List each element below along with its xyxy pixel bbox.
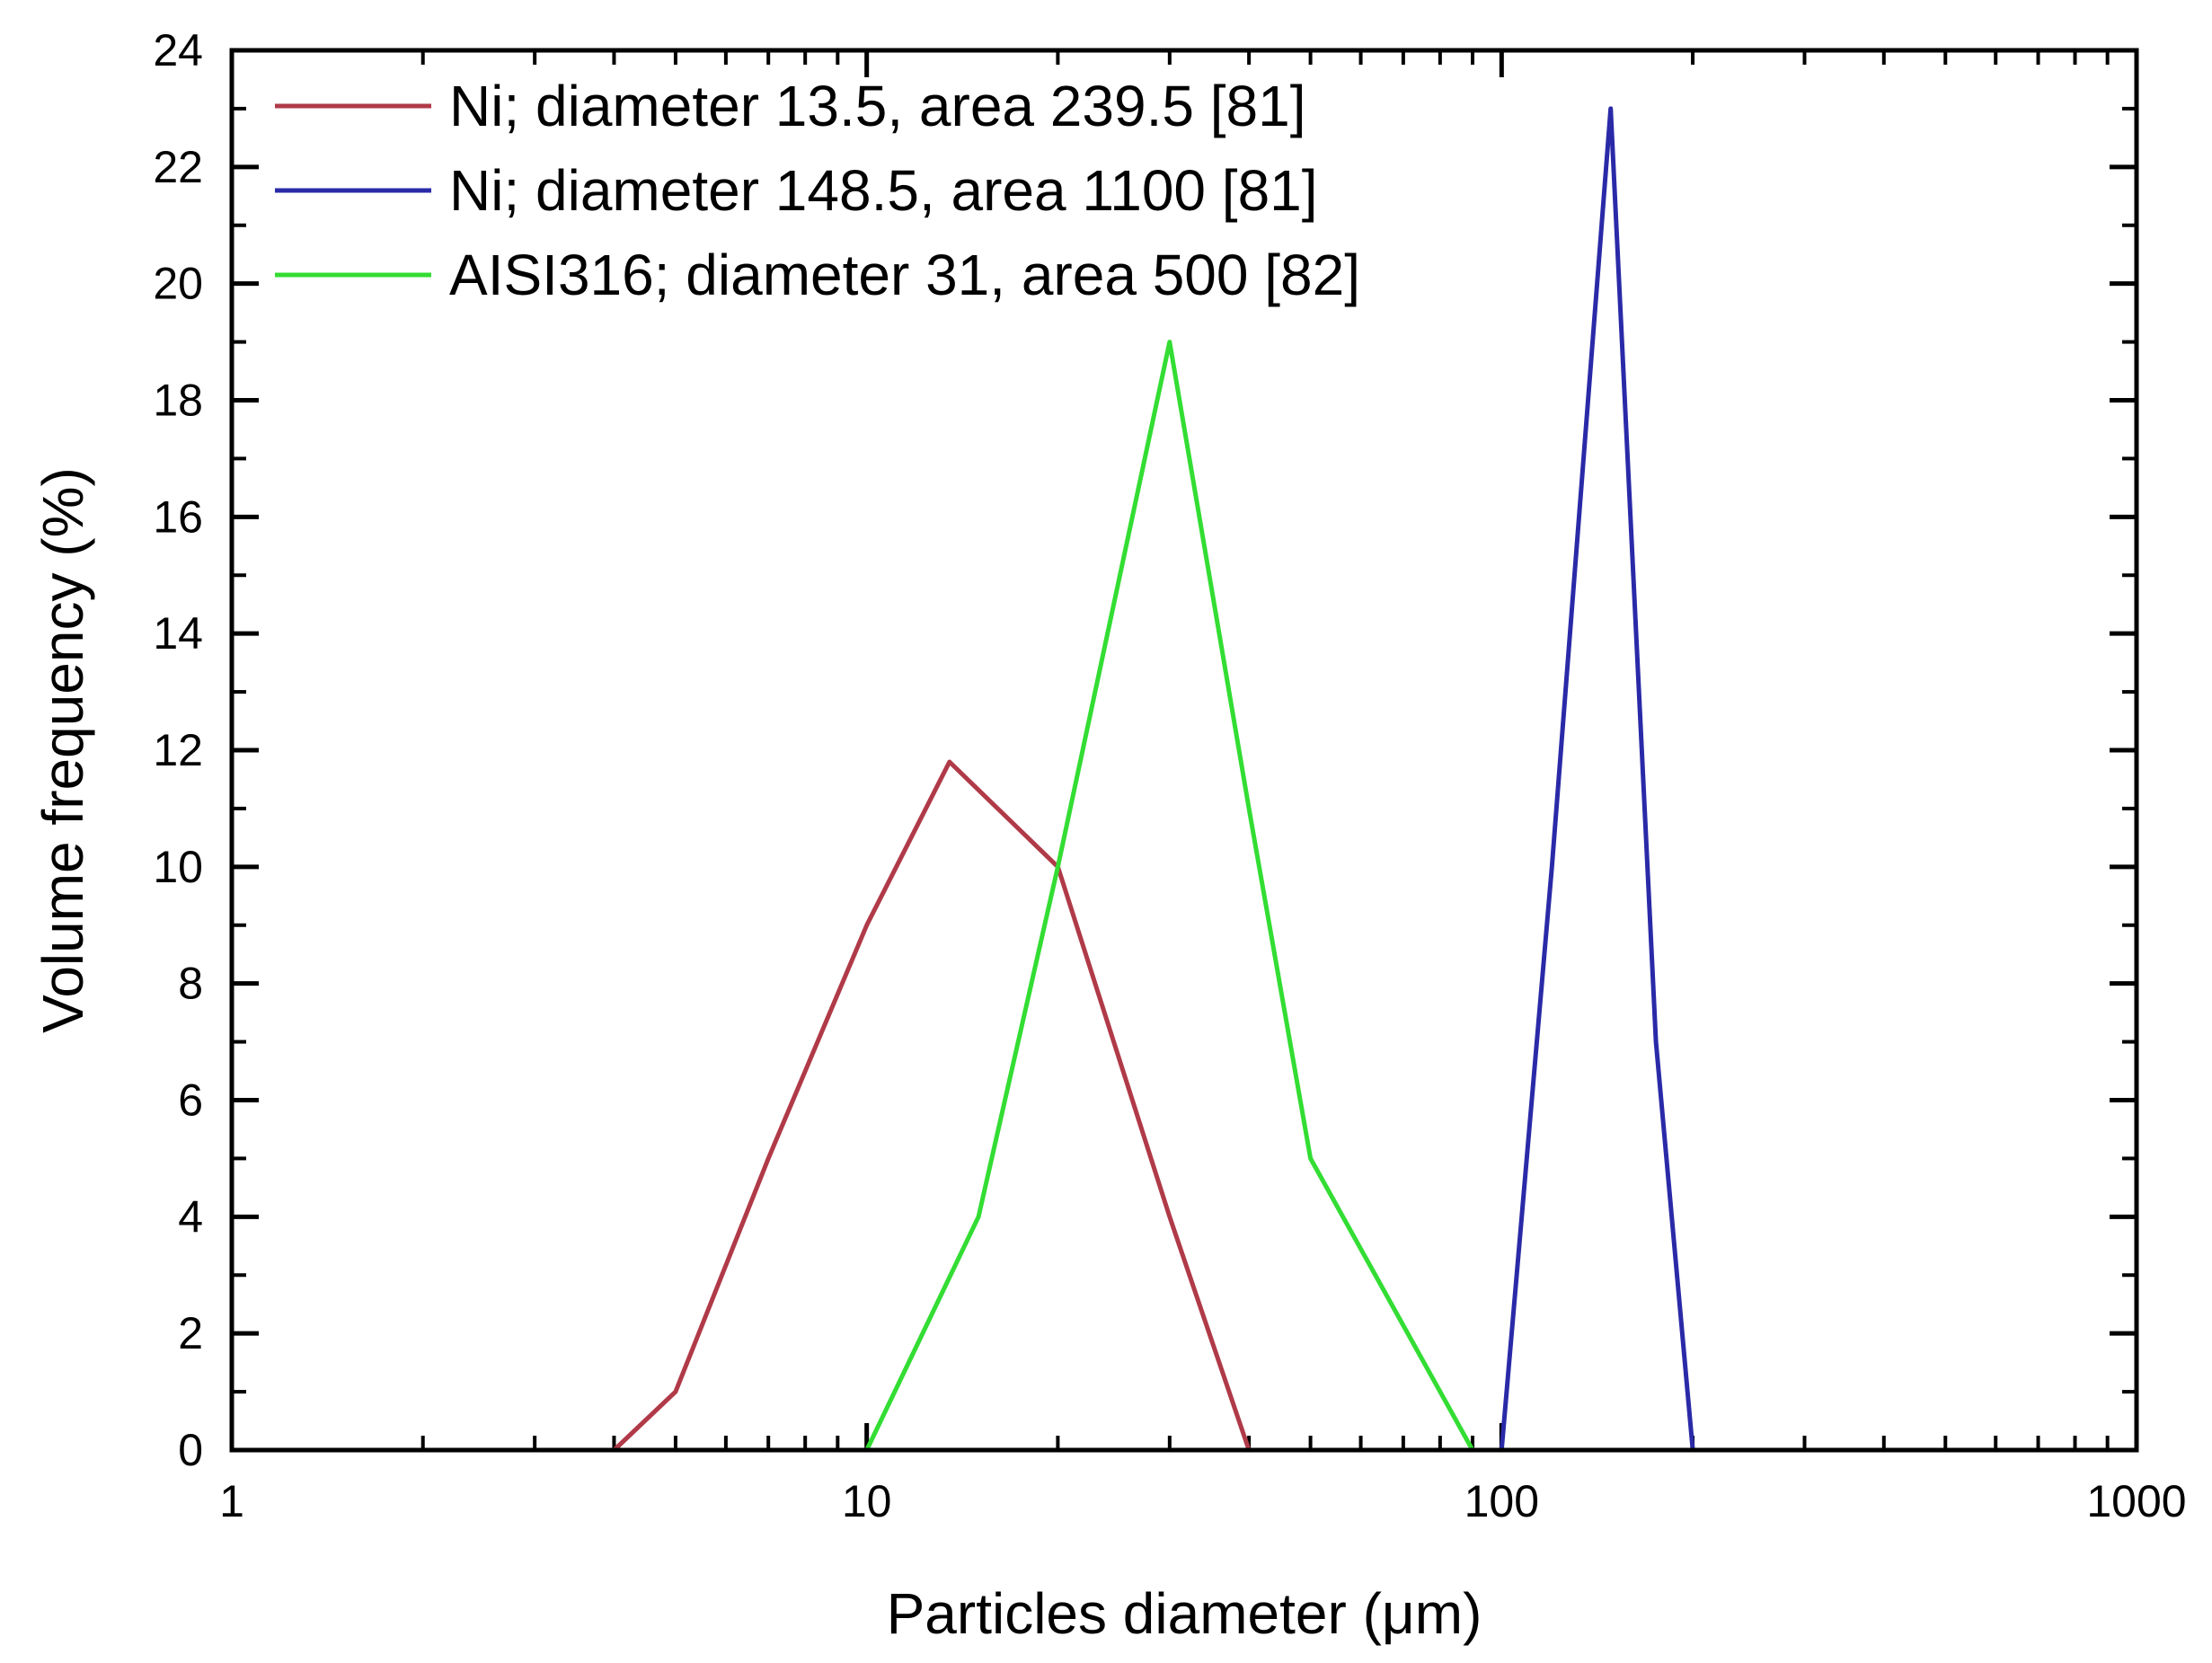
- data-point: [1550, 864, 1554, 869]
- data-point: [1608, 106, 1613, 111]
- data-point: [673, 1390, 677, 1394]
- x-axis-title: Particles diameter (μm): [887, 1581, 1482, 1646]
- y-tick-label: 24: [153, 25, 203, 75]
- y-tick-label: 4: [178, 1191, 203, 1242]
- data-point: [864, 923, 869, 927]
- plot-frame: [229, 48, 2139, 1453]
- y-tick-label: 14: [153, 608, 203, 659]
- y-tick-label: 20: [153, 259, 203, 309]
- legend-label: AISI316; diameter 31, area 500 [82]: [449, 243, 1360, 307]
- series-line-3: [864, 340, 1475, 1452]
- y-tick-label: 12: [153, 725, 203, 775]
- legend-label: Ni; diameter 13.5, area 239.5 [81]: [449, 74, 1305, 138]
- series-line-2: [1499, 106, 1695, 1451]
- y-tick-label: 0: [178, 1425, 203, 1475]
- y-tick-label: 22: [153, 142, 203, 192]
- y-axis-title: Volume frequency (%): [31, 467, 95, 1033]
- legend-label: Ni; diameter 148.5, area 1100 [81]: [449, 158, 1318, 223]
- x-tick-label: 10: [842, 1476, 892, 1526]
- data-point: [766, 1156, 771, 1161]
- y-tick-label: 10: [153, 842, 203, 892]
- y-tick-label: 18: [153, 376, 203, 426]
- x-tick-label: 1: [219, 1476, 244, 1526]
- x-tick-label: 100: [1464, 1476, 1539, 1526]
- data-point: [1167, 1215, 1172, 1219]
- y-tick-label: 8: [178, 959, 203, 1009]
- y-tick-label: 16: [153, 491, 203, 542]
- data-point: [1308, 1156, 1313, 1161]
- x-tick-label: 1000: [2086, 1476, 2186, 1526]
- data-point: [1247, 806, 1252, 810]
- series-layer: [612, 106, 1695, 1452]
- data-point: [1167, 340, 1172, 344]
- data-point: [977, 1215, 981, 1219]
- y-tick-label: 6: [178, 1075, 203, 1126]
- minor-ticks: [232, 50, 2137, 1450]
- data-point: [1056, 864, 1060, 869]
- series-line-1: [612, 759, 1252, 1452]
- data-point: [1654, 1039, 1659, 1044]
- y-tick-label: 2: [178, 1308, 203, 1358]
- data-point: [947, 759, 951, 764]
- legend: Ni; diameter 13.5, area 239.5 [81] Ni; di…: [275, 74, 1360, 307]
